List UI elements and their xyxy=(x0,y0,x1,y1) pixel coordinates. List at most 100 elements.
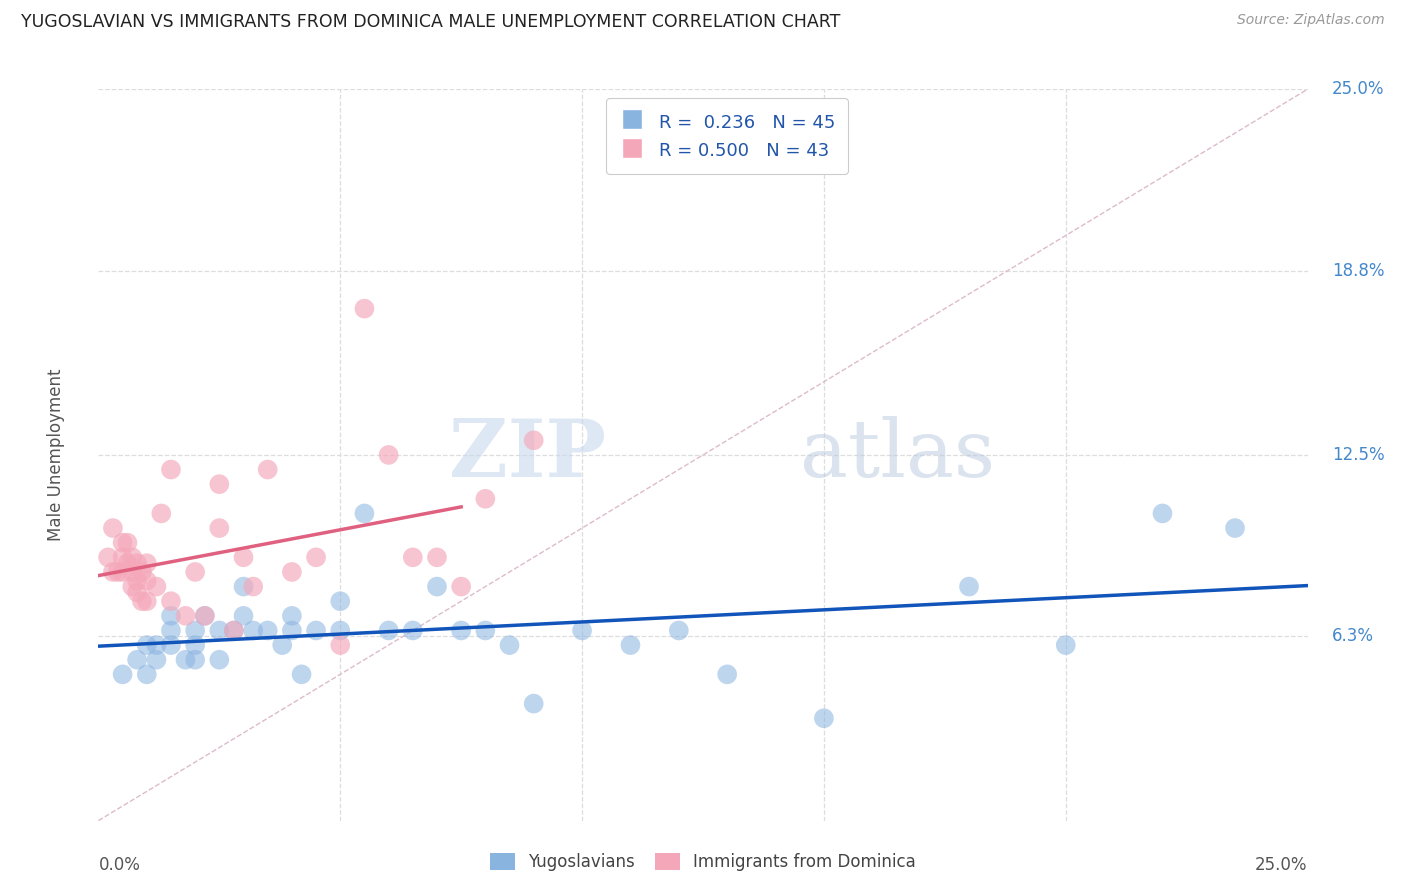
Point xyxy=(127,653,149,667)
Point xyxy=(135,574,157,588)
Point xyxy=(1223,521,1246,535)
Point xyxy=(377,624,399,638)
Point xyxy=(160,638,183,652)
Point xyxy=(329,638,352,652)
Point xyxy=(101,565,124,579)
Point xyxy=(145,638,167,652)
Text: Male Unemployment: Male Unemployment xyxy=(46,368,65,541)
Point xyxy=(111,667,134,681)
Point xyxy=(450,580,472,594)
Point xyxy=(121,580,143,594)
Point xyxy=(474,491,496,506)
Point xyxy=(208,521,231,535)
Point xyxy=(232,580,254,594)
Text: 6.3%: 6.3% xyxy=(1331,627,1374,645)
Point xyxy=(329,594,352,608)
Point xyxy=(523,697,546,711)
Point xyxy=(135,667,157,681)
Point xyxy=(242,624,264,638)
Point xyxy=(145,580,167,594)
Point xyxy=(1054,638,1077,652)
Point xyxy=(145,653,167,667)
Point xyxy=(121,550,143,565)
Point xyxy=(571,624,593,638)
Point xyxy=(222,624,245,638)
Point xyxy=(111,565,134,579)
Point xyxy=(813,711,835,725)
Point xyxy=(111,550,134,565)
Point xyxy=(305,624,328,638)
Point xyxy=(329,624,352,638)
Point xyxy=(281,624,304,638)
Point xyxy=(111,535,134,549)
Point xyxy=(377,448,399,462)
Point xyxy=(208,477,231,491)
Point xyxy=(97,550,120,565)
Point xyxy=(131,565,153,579)
Point xyxy=(160,594,183,608)
Text: ZIP: ZIP xyxy=(450,416,606,494)
Point xyxy=(208,653,231,667)
Point xyxy=(426,580,449,594)
Point xyxy=(222,624,245,638)
Point xyxy=(160,462,183,476)
Point xyxy=(160,624,183,638)
Point xyxy=(174,608,197,623)
Point xyxy=(160,608,183,623)
Point xyxy=(353,301,375,316)
Point xyxy=(523,434,546,448)
Point xyxy=(1152,507,1174,521)
Point xyxy=(127,585,149,599)
Point xyxy=(426,550,449,565)
Point xyxy=(242,580,264,594)
Point xyxy=(232,608,254,623)
Point xyxy=(135,594,157,608)
Text: 0.0%: 0.0% xyxy=(98,855,141,874)
Point xyxy=(281,608,304,623)
Point xyxy=(184,638,207,652)
Point xyxy=(281,565,304,579)
Point xyxy=(135,556,157,570)
Point xyxy=(101,521,124,535)
Point xyxy=(498,638,520,652)
Point xyxy=(290,667,312,681)
Point xyxy=(450,624,472,638)
Point xyxy=(184,565,207,579)
Point xyxy=(174,653,197,667)
Point xyxy=(184,624,207,638)
Point xyxy=(131,594,153,608)
Point xyxy=(716,667,738,681)
Point xyxy=(619,638,641,652)
Point xyxy=(184,653,207,667)
Point xyxy=(107,565,129,579)
Text: 25.0%: 25.0% xyxy=(1331,80,1385,98)
Point xyxy=(305,550,328,565)
Point xyxy=(121,565,143,579)
Point xyxy=(256,624,278,638)
Text: YUGOSLAVIAN VS IMMIGRANTS FROM DOMINICA MALE UNEMPLOYMENT CORRELATION CHART: YUGOSLAVIAN VS IMMIGRANTS FROM DOMINICA … xyxy=(21,13,841,31)
Point xyxy=(135,638,157,652)
Text: Source: ZipAtlas.com: Source: ZipAtlas.com xyxy=(1237,13,1385,28)
Point xyxy=(402,624,425,638)
Point xyxy=(474,624,496,638)
Point xyxy=(256,462,278,476)
Point xyxy=(127,556,149,570)
Text: 25.0%: 25.0% xyxy=(1256,855,1308,874)
Text: 12.5%: 12.5% xyxy=(1331,446,1385,464)
Point xyxy=(402,550,425,565)
Legend: Yugoslavians, Immigrants from Dominica: Yugoslavians, Immigrants from Dominica xyxy=(482,845,924,880)
Text: atlas: atlas xyxy=(800,416,995,494)
Legend: R =  0.236   N = 45, R = 0.500   N = 43: R = 0.236 N = 45, R = 0.500 N = 43 xyxy=(606,98,848,174)
Point xyxy=(194,608,217,623)
Point xyxy=(117,535,139,549)
Point xyxy=(117,556,139,570)
Point xyxy=(150,507,173,521)
Point xyxy=(668,624,690,638)
Point xyxy=(271,638,294,652)
Point xyxy=(127,574,149,588)
Point xyxy=(957,580,980,594)
Point xyxy=(232,550,254,565)
Point xyxy=(208,624,231,638)
Point xyxy=(194,608,217,623)
Text: 18.8%: 18.8% xyxy=(1331,261,1385,279)
